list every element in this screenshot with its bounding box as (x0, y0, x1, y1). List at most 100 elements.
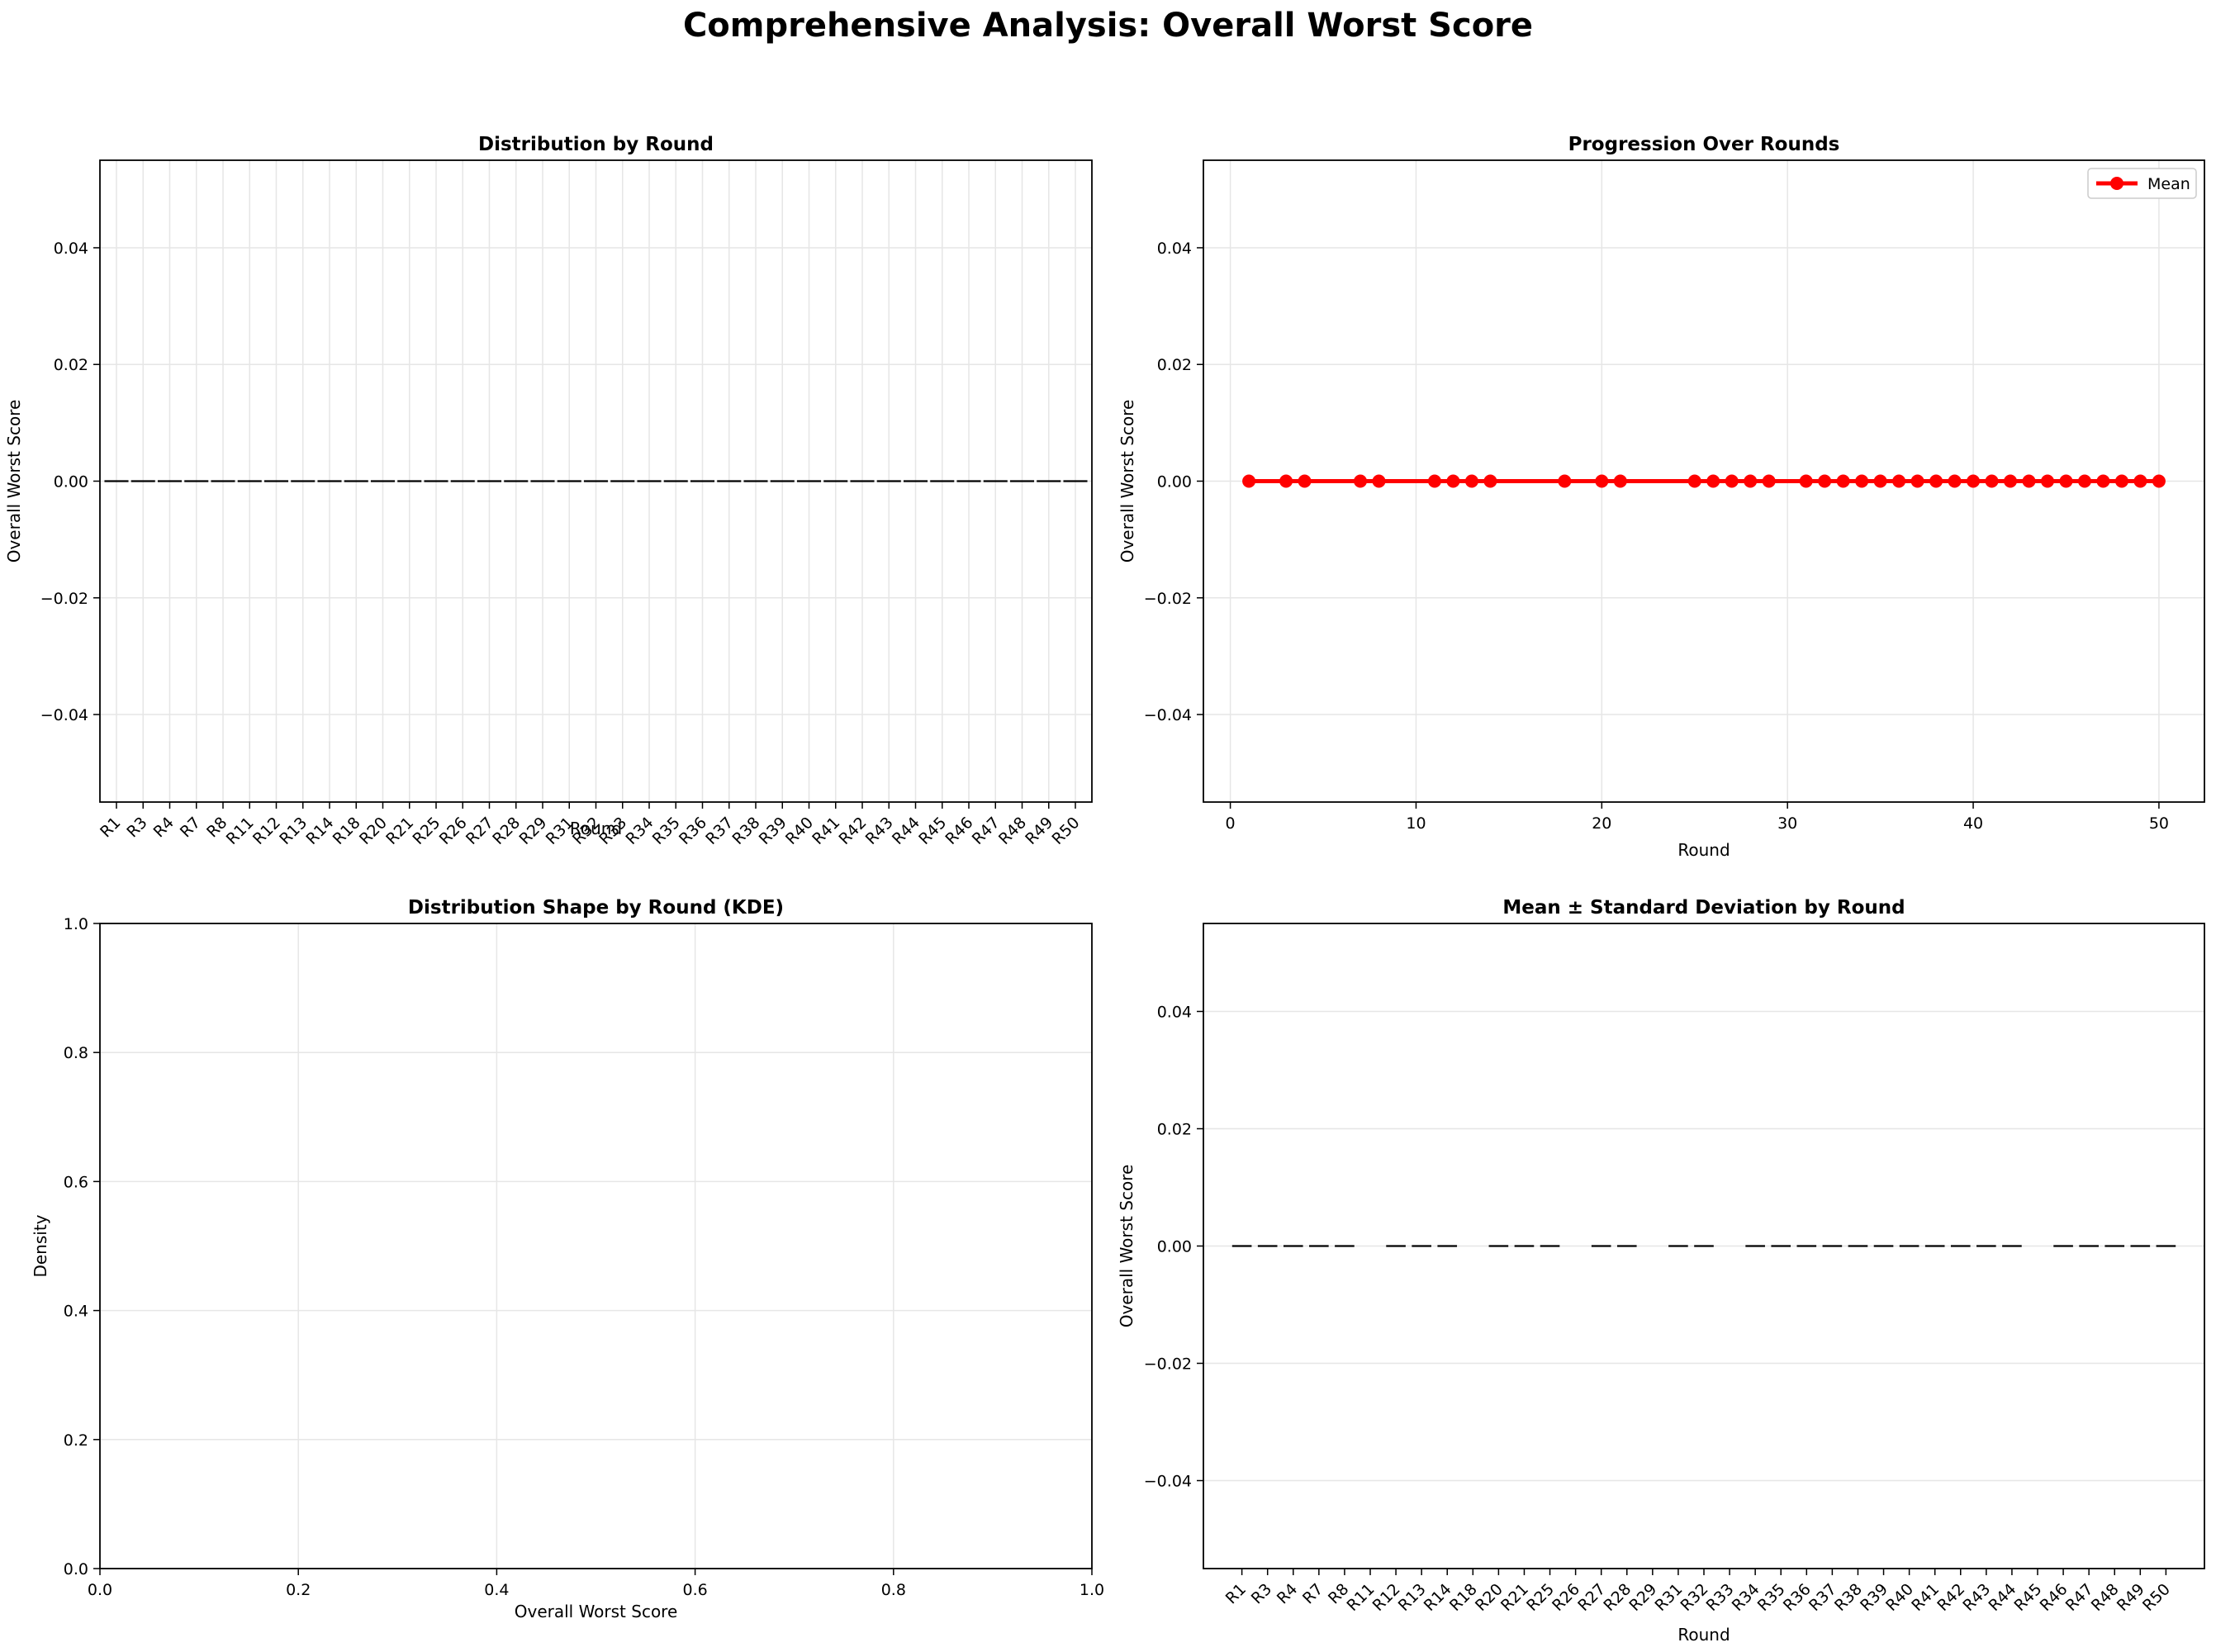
y-tick-label: −0.02 (1144, 590, 1192, 608)
series-point-mean (1948, 474, 1962, 488)
x-tick-label: R4 (1274, 1580, 1301, 1607)
y-tick-label: 0.04 (1157, 240, 1192, 258)
x-tick-label: R7 (1299, 1580, 1326, 1607)
panel-title: Distribution Shape by Round (KDE) (408, 897, 784, 919)
x-tick-label: 0.0 (88, 1581, 112, 1599)
y-tick-label: 0.00 (54, 473, 88, 491)
x-tick-label: R11 (223, 814, 258, 848)
x-tick-label: R42 (836, 814, 871, 848)
x-tick-label: R50 (1049, 814, 1084, 848)
y-tick-label: 0.02 (1157, 1121, 1192, 1139)
axes-frame (1203, 923, 2205, 1569)
axes-frame (99, 159, 1093, 803)
y-tick-label: 0.04 (1157, 1004, 1192, 1022)
y-tick-label: 0.0 (64, 1560, 88, 1578)
x-tick-label: R25 (410, 814, 444, 848)
x-tick-label: R48 (995, 814, 1030, 848)
y-tick-label: 0.8 (64, 1044, 88, 1062)
x-tick-label: R7 (177, 814, 204, 841)
series-point-mean (1427, 474, 1441, 488)
y-tick-label: 0.2 (64, 1431, 88, 1450)
x-tick-label: R43 (862, 814, 897, 848)
x-tick-label: 30 (1777, 814, 1797, 833)
y-tick-label: 1.0 (64, 915, 88, 933)
series-point-mean (1818, 474, 1832, 488)
panel-title: Mean ± Standard Deviation by Round (1502, 897, 1905, 919)
x-tick-label: 0.2 (286, 1581, 311, 1599)
x-tick-label: R49 (1022, 814, 1056, 848)
legend-label: Mean (2147, 175, 2190, 193)
x-tick-label: R3 (123, 814, 150, 841)
y-tick-label: 0.04 (54, 240, 88, 258)
x-tick-label: R28 (489, 814, 524, 848)
series-point-mean (1298, 474, 1312, 488)
x-tick-label: R1 (97, 814, 124, 841)
series-point-mean (1242, 474, 1256, 488)
x-tick-label: 0.4 (484, 1581, 509, 1599)
series-point-mean (1725, 474, 1739, 488)
x-tick-label: R18 (330, 814, 364, 848)
y-tick-label: 0.02 (54, 356, 88, 374)
x-tick-label: R21 (382, 814, 417, 848)
series-point-mean (1855, 474, 1869, 488)
series-point-mean (1613, 474, 1627, 488)
series-point-mean (1762, 474, 1776, 488)
x-tick-label: 0.8 (881, 1581, 906, 1599)
x-tick-label: R27 (463, 814, 497, 848)
x-tick-label: R50 (2139, 1580, 2174, 1615)
series-point-mean (2022, 474, 2036, 488)
panel-mean-std-by-round: −0.04−0.020.000.020.04R1R3R4R7R8R11R12R1… (1117, 897, 2205, 1645)
series-point-mean (1985, 474, 1999, 488)
series-point-mean (1836, 474, 1850, 488)
x-tick-label: R12 (249, 814, 284, 848)
x-tick-label: R37 (702, 814, 737, 848)
series-point-mean (2152, 474, 2166, 488)
series-point-mean (1446, 474, 1460, 488)
legend: Mean (2087, 168, 2197, 199)
legend-swatch-marker (2110, 177, 2123, 190)
x-tick-label: 50 (2149, 814, 2169, 833)
y-tick-label: 0.00 (1157, 1238, 1192, 1256)
series-point-mean (1279, 474, 1293, 488)
x-tick-label: 20 (1592, 814, 1611, 833)
series-point-mean (2004, 474, 2018, 488)
x-tick-label: R26 (436, 814, 471, 848)
x-tick-label: 40 (1963, 814, 1983, 833)
x-tick-label: 0 (1226, 814, 1236, 833)
series-point-mean (1799, 474, 1813, 488)
x-axis-label: Overall Worst Score (515, 1602, 678, 1621)
x-axis-label: Round (1677, 1625, 1730, 1645)
x-axis-label: Round (1677, 840, 1730, 860)
figure-title: Comprehensive Analysis: Overall Worst Sc… (682, 7, 1534, 45)
x-tick-label: 0.6 (682, 1581, 707, 1599)
x-tick-label: R41 (809, 814, 843, 848)
y-tick-label: 0.02 (1157, 356, 1192, 374)
panel-progression-over-rounds: 0 10 20 30 40 50 −0.04 −0.02 0.00 0.02 0.04 Mean Pro… (1117, 134, 2205, 860)
axes-frame (1203, 159, 2205, 803)
series-point-mean (1372, 474, 1386, 488)
series-point-mean (1706, 474, 1720, 488)
y-axis-label: Density (31, 1214, 50, 1277)
x-tick-label: R45 (915, 814, 950, 848)
series-point-mean (1483, 474, 1497, 488)
x-tick-label: R20 (356, 814, 391, 848)
series-point-mean (2114, 474, 2128, 488)
series-point-mean (1967, 474, 1981, 488)
legend-box (2087, 168, 2197, 199)
series-point-mean (1595, 474, 1609, 488)
x-tick-label: R38 (729, 814, 764, 848)
x-tick-label: R13 (276, 814, 311, 848)
x-tick-label: R36 (676, 814, 710, 848)
x-tick-label: R44 (889, 814, 923, 848)
panel-title: Distribution by Round (478, 134, 714, 155)
series-point-mean (1558, 474, 1572, 488)
x-axis-label: Round (570, 819, 622, 838)
series-point-mean (1744, 474, 1758, 488)
series-point-mean (2077, 474, 2091, 488)
x-tick-label: R40 (782, 814, 817, 848)
y-tick-label: −0.04 (40, 706, 88, 724)
x-tick-label: R46 (942, 814, 977, 848)
x-tick-label: R14 (303, 814, 338, 848)
series-point-mean (1929, 474, 1943, 488)
